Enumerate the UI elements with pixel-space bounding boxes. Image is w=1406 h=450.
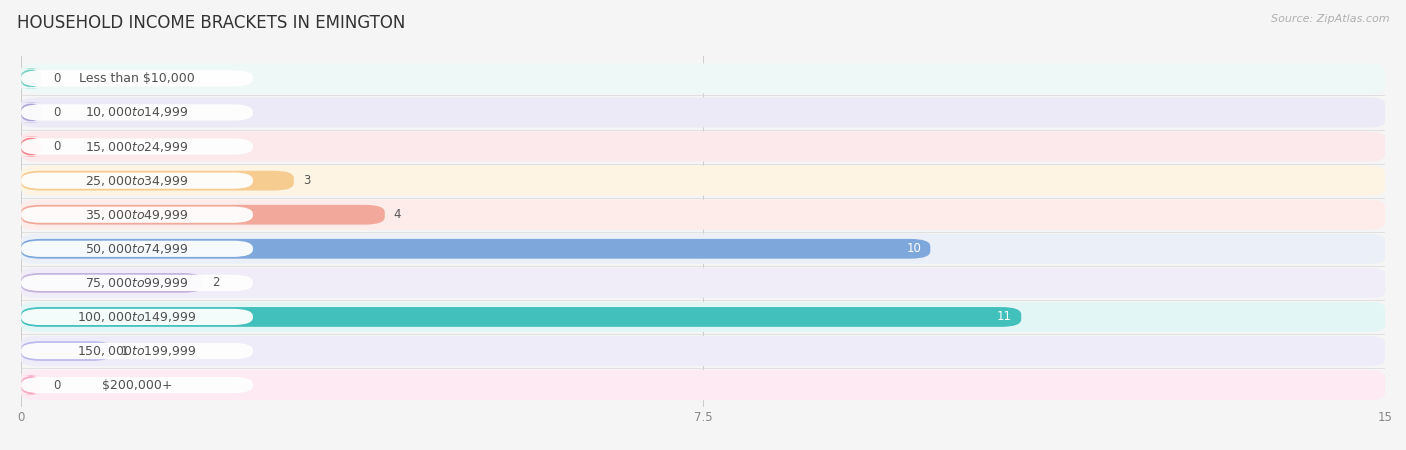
FancyBboxPatch shape — [21, 103, 41, 122]
FancyBboxPatch shape — [21, 205, 385, 225]
Text: 3: 3 — [302, 174, 311, 187]
FancyBboxPatch shape — [21, 343, 253, 359]
Text: $15,000 to $24,999: $15,000 to $24,999 — [86, 140, 188, 153]
FancyBboxPatch shape — [21, 370, 1385, 400]
FancyBboxPatch shape — [21, 200, 1385, 230]
FancyBboxPatch shape — [21, 375, 41, 395]
FancyBboxPatch shape — [21, 172, 253, 189]
FancyBboxPatch shape — [21, 241, 253, 257]
Text: 0: 0 — [53, 378, 60, 392]
FancyBboxPatch shape — [21, 341, 112, 361]
FancyBboxPatch shape — [21, 131, 1385, 162]
FancyBboxPatch shape — [21, 137, 41, 157]
Text: $50,000 to $74,999: $50,000 to $74,999 — [86, 242, 188, 256]
FancyBboxPatch shape — [21, 139, 253, 155]
FancyBboxPatch shape — [21, 268, 1385, 298]
FancyBboxPatch shape — [21, 275, 253, 291]
Text: HOUSEHOLD INCOME BRACKETS IN EMINGTON: HOUSEHOLD INCOME BRACKETS IN EMINGTON — [17, 14, 405, 32]
FancyBboxPatch shape — [21, 166, 1385, 196]
FancyBboxPatch shape — [21, 63, 1385, 94]
Text: 11: 11 — [997, 310, 1012, 324]
FancyBboxPatch shape — [21, 68, 41, 88]
Text: $35,000 to $49,999: $35,000 to $49,999 — [86, 208, 188, 222]
FancyBboxPatch shape — [21, 171, 294, 190]
FancyBboxPatch shape — [21, 104, 253, 121]
Text: 4: 4 — [394, 208, 401, 221]
Text: 10: 10 — [907, 242, 921, 255]
FancyBboxPatch shape — [21, 273, 202, 293]
Text: $100,000 to $149,999: $100,000 to $149,999 — [77, 310, 197, 324]
Text: 0: 0 — [53, 106, 60, 119]
Text: $25,000 to $34,999: $25,000 to $34,999 — [86, 174, 188, 188]
Text: $75,000 to $99,999: $75,000 to $99,999 — [86, 276, 188, 290]
Text: $10,000 to $14,999: $10,000 to $14,999 — [86, 105, 188, 120]
Text: Source: ZipAtlas.com: Source: ZipAtlas.com — [1271, 14, 1389, 23]
Text: 1: 1 — [121, 345, 128, 357]
FancyBboxPatch shape — [21, 207, 253, 223]
FancyBboxPatch shape — [21, 336, 1385, 366]
FancyBboxPatch shape — [21, 302, 1385, 332]
FancyBboxPatch shape — [21, 234, 1385, 264]
Text: 2: 2 — [212, 276, 219, 289]
FancyBboxPatch shape — [21, 239, 931, 259]
Text: $150,000 to $199,999: $150,000 to $199,999 — [77, 344, 197, 358]
FancyBboxPatch shape — [21, 307, 1021, 327]
Text: Less than $10,000: Less than $10,000 — [79, 72, 195, 85]
Text: $200,000+: $200,000+ — [101, 378, 173, 392]
FancyBboxPatch shape — [21, 309, 253, 325]
Text: 0: 0 — [53, 72, 60, 85]
FancyBboxPatch shape — [21, 70, 253, 86]
FancyBboxPatch shape — [21, 377, 253, 393]
FancyBboxPatch shape — [21, 98, 1385, 127]
Text: 0: 0 — [53, 140, 60, 153]
